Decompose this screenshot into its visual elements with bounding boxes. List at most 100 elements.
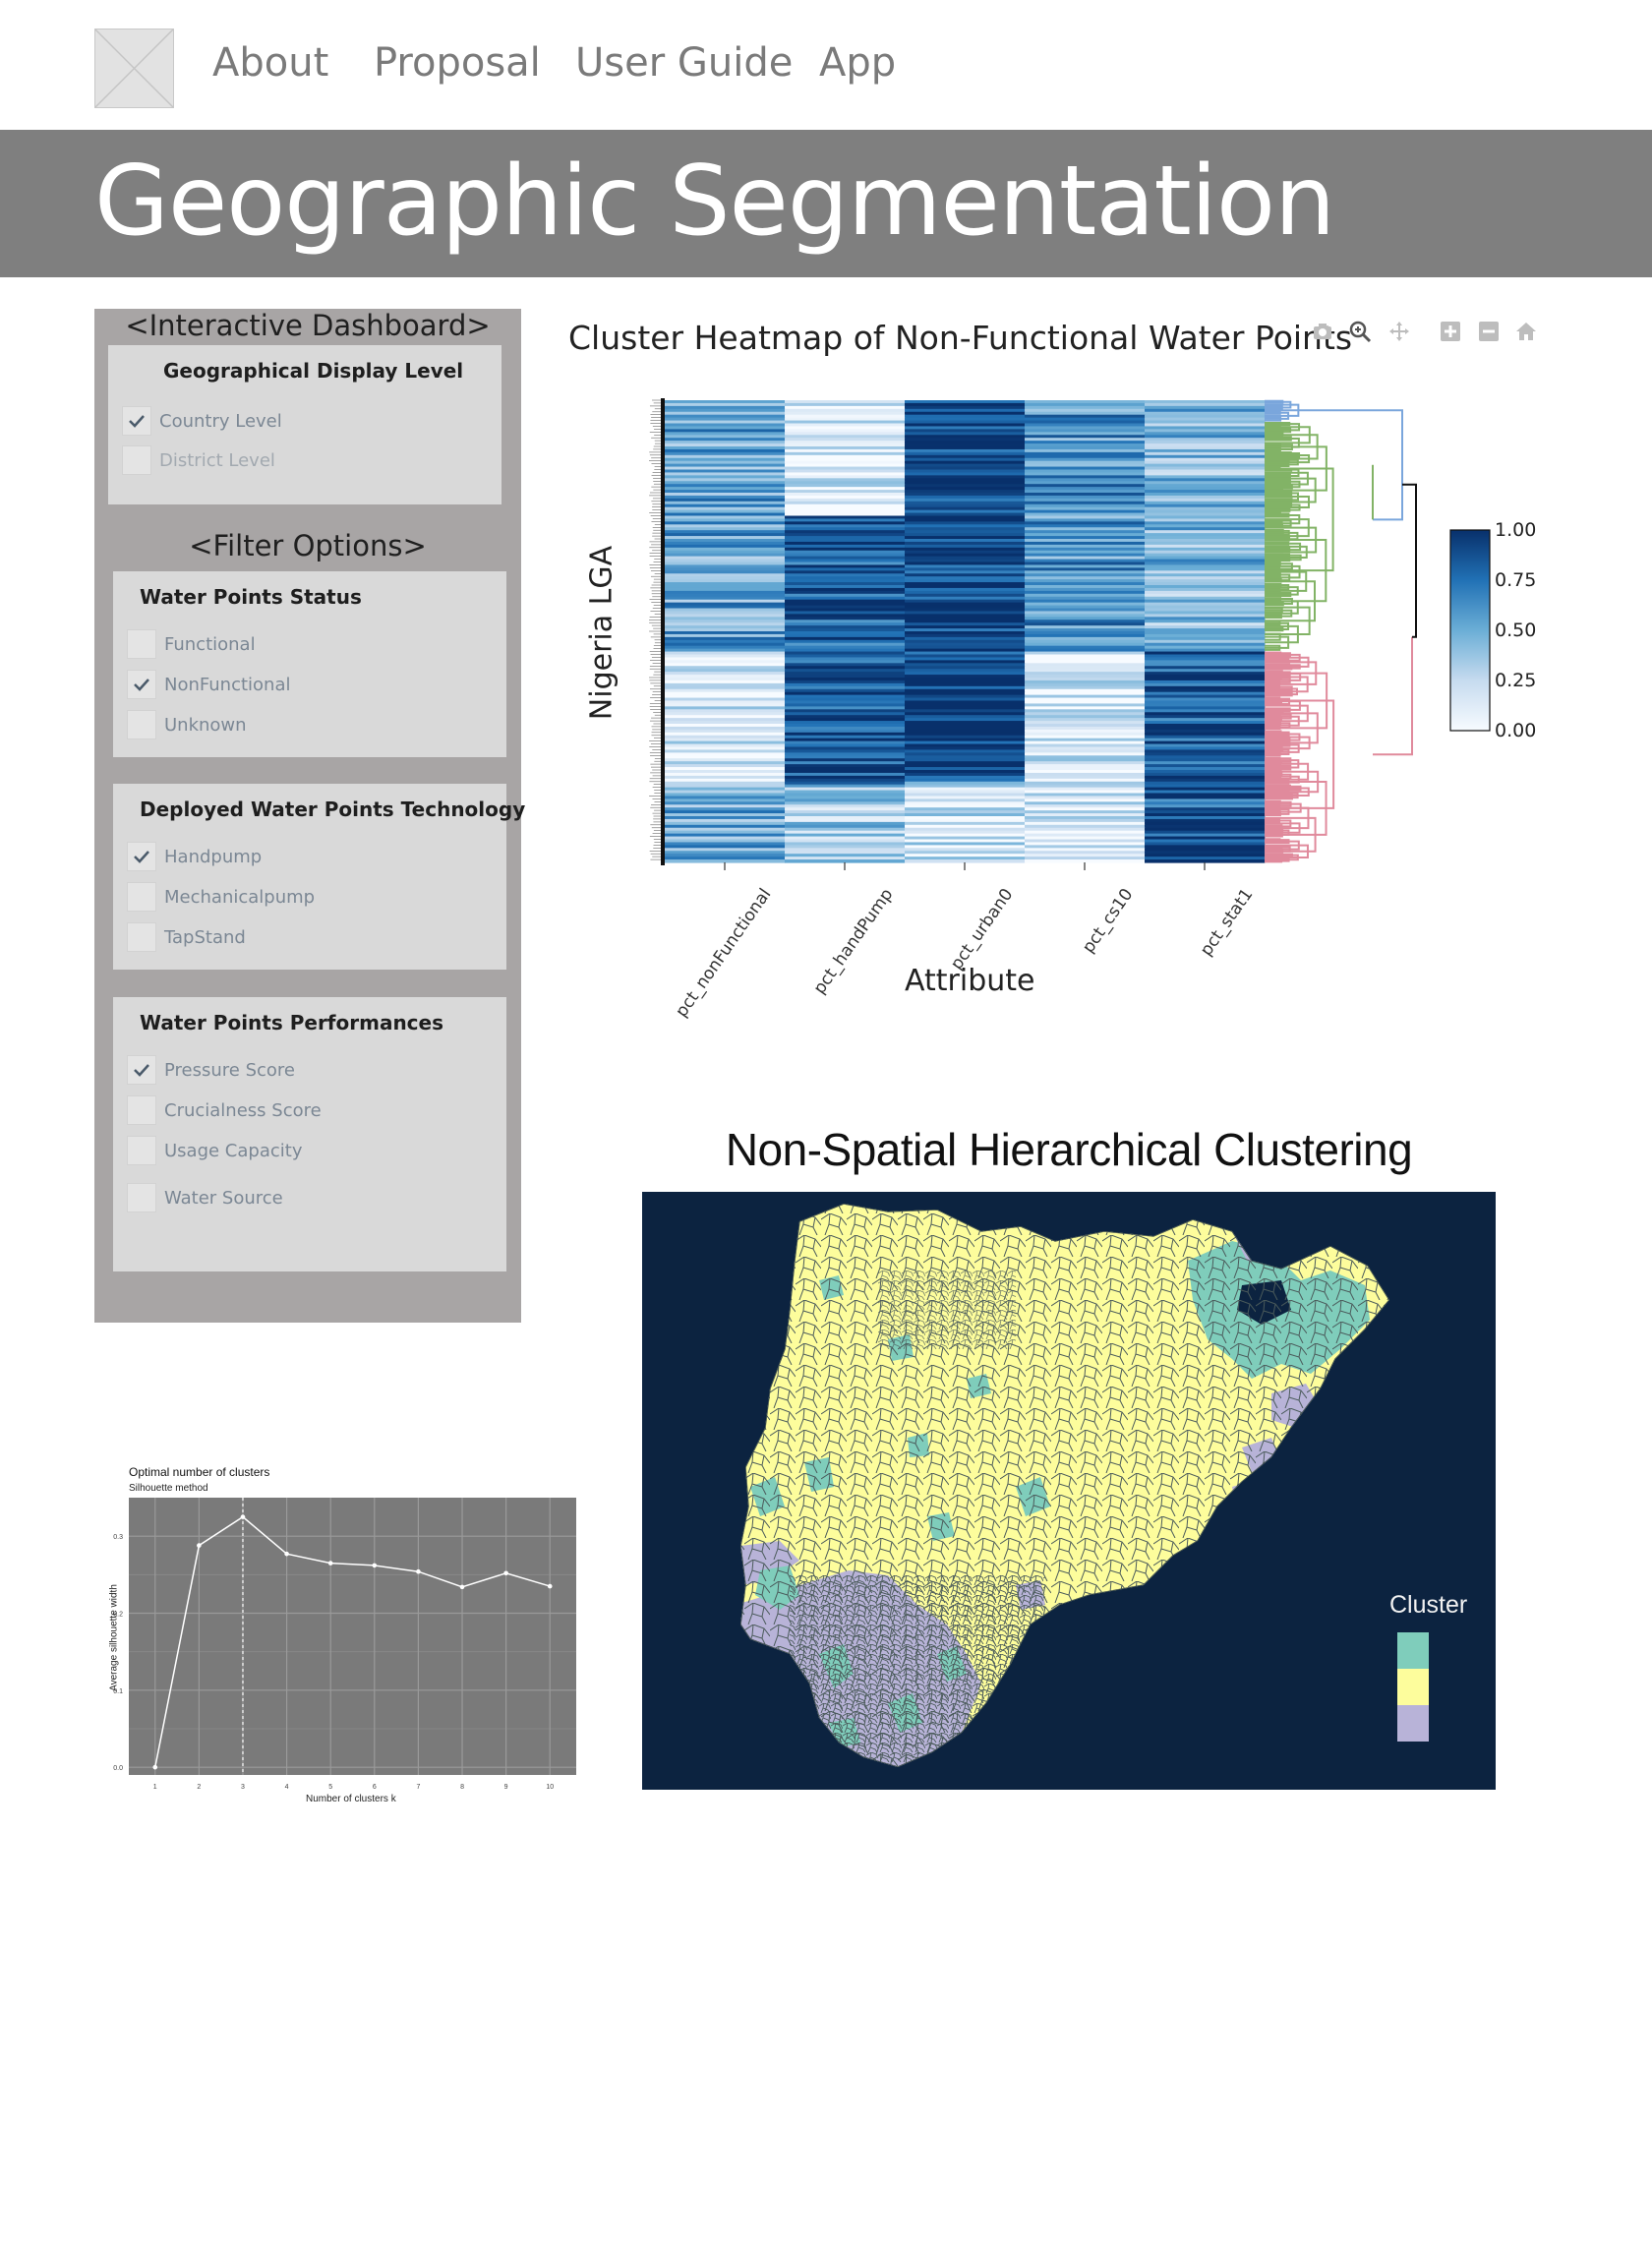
top-nav: About Proposal User Guide App [0, 0, 1652, 130]
nav-proposal-link[interactable]: Proposal [374, 40, 541, 86]
heatmap-cell [1025, 663, 1146, 667]
heatmap-cell [665, 495, 786, 500]
heatmap-cell [1025, 749, 1146, 753]
heatmap-cell [1025, 654, 1146, 659]
heatmap-cell [1025, 567, 1146, 571]
usage-capacity-checkbox[interactable]: Usage Capacity [127, 1136, 302, 1165]
nonfunctional-checkbox[interactable]: NonFunctional [127, 670, 290, 699]
unknown-checkbox[interactable]: Unknown [127, 710, 247, 739]
heatmap-cell [665, 426, 786, 430]
heatmap-cell [905, 448, 1026, 453]
pressure-score-checkbox[interactable]: Pressure Score [127, 1055, 295, 1085]
heatmap-cell [665, 675, 786, 679]
heatmap-cell [1025, 703, 1146, 707]
checkbox-box[interactable] [127, 670, 156, 699]
heatmap-cell [1025, 478, 1146, 482]
silhouette-title: Optimal number of clusters [129, 1465, 270, 1479]
heatmap-cell [1145, 417, 1266, 422]
checkbox-box[interactable] [127, 1095, 156, 1125]
heatmap-cell [1025, 530, 1146, 534]
heatmap-cell [1145, 587, 1266, 592]
heatmap-cell [785, 466, 906, 471]
checkbox-box[interactable] [127, 842, 156, 871]
heatmap-cell [785, 576, 906, 580]
heatmap-cell [905, 740, 1026, 745]
cluster-heatmap: Cluster Heatmap of Non-Functional Water … [551, 305, 1573, 1021]
heatmap-cell [1145, 506, 1266, 511]
tapstand-checkbox[interactable]: TapStand [127, 922, 246, 952]
heatmap-cell [1025, 821, 1146, 826]
heatmap-cell [665, 527, 786, 531]
mechanicalpump-checkbox[interactable]: Mechanicalpump [127, 882, 315, 912]
heatmap-cell [785, 633, 906, 638]
heatmap-cell [905, 798, 1026, 802]
heatmap-cell [905, 602, 1026, 607]
checkbox-box[interactable] [127, 710, 156, 739]
heatmap-cell [785, 807, 906, 811]
heatmap-cell [665, 466, 786, 471]
crucialness-score-checkbox[interactable]: Crucialness Score [127, 1095, 322, 1125]
heatmap-cell [1145, 515, 1266, 520]
heatmap-cell [785, 567, 906, 571]
nav-user-guide-link[interactable]: User Guide [575, 40, 794, 86]
heatmap-cell [1025, 666, 1146, 670]
x-tick-label: 7 [416, 1784, 420, 1791]
heatmap-cell [1145, 454, 1266, 459]
heatmap-cell [1145, 608, 1266, 613]
heatmap-cell [785, 845, 906, 849]
district-level-checkbox[interactable]: District Level [122, 445, 275, 475]
heatmap-cell [1145, 859, 1266, 863]
checkbox-box[interactable] [127, 1183, 156, 1212]
heatmap-cell [785, 793, 906, 798]
checkbox-label: District Level [159, 449, 275, 471]
heatmap-cell [905, 778, 1026, 783]
heatmap-cell [905, 775, 1026, 780]
heatmap-cell [905, 446, 1026, 450]
heatmap-cell [665, 839, 786, 844]
home-icon[interactable] [1511, 317, 1541, 346]
heatmap-cell [665, 636, 786, 641]
checkbox-box[interactable] [122, 445, 151, 475]
heatmap-cell [905, 423, 1026, 428]
heatmap-cell [665, 709, 786, 713]
checkbox-box[interactable] [127, 629, 156, 659]
heatmap-cell [1025, 810, 1146, 814]
nav-about-link[interactable]: About [212, 40, 329, 86]
heatmap-cell [1025, 414, 1146, 419]
heatmap-cell [665, 688, 786, 693]
nav-app-link[interactable]: App [819, 40, 897, 86]
heatmap-cell [1145, 845, 1266, 849]
logo-placeholder-icon[interactable] [94, 29, 174, 108]
water-source-checkbox[interactable]: Water Source [127, 1183, 283, 1212]
camera-icon[interactable] [1308, 317, 1337, 346]
heatmap-cell [1145, 539, 1266, 543]
heatmap-cell [1025, 712, 1146, 716]
x-tick-label: 6 [373, 1784, 377, 1791]
heatmap-cell [905, 645, 1026, 650]
handpump-checkbox[interactable]: Handpump [127, 842, 262, 871]
pan-icon[interactable] [1385, 317, 1414, 346]
heatmap-cell [665, 813, 786, 817]
heatmap-cell [905, 443, 1026, 447]
heatmap-cell [905, 463, 1026, 468]
heatmap-cell [665, 685, 786, 690]
country-level-checkbox[interactable]: Country Level [122, 406, 282, 436]
heatmap-cell [905, 576, 1026, 580]
checkbox-box[interactable] [127, 882, 156, 912]
heatmap-cell [905, 493, 1026, 497]
heatmap-cell [1145, 530, 1266, 534]
checkbox-box[interactable] [127, 922, 156, 952]
checkbox-box[interactable] [127, 1136, 156, 1165]
zoom-out-icon[interactable] [1474, 317, 1504, 346]
checkbox-box[interactable] [122, 406, 151, 436]
heatmap-cell [905, 570, 1026, 574]
checkbox-box[interactable] [127, 1055, 156, 1085]
zoom-icon[interactable] [1345, 317, 1375, 346]
heatmap-cell [1145, 691, 1266, 696]
heatmap-cell [1145, 567, 1266, 571]
checkbox-label: TapStand [164, 926, 246, 948]
heatmap-cell [785, 775, 906, 780]
zoom-in-icon[interactable] [1436, 317, 1465, 346]
functional-checkbox[interactable]: Functional [127, 629, 256, 659]
heatmap-cell [1145, 432, 1266, 436]
